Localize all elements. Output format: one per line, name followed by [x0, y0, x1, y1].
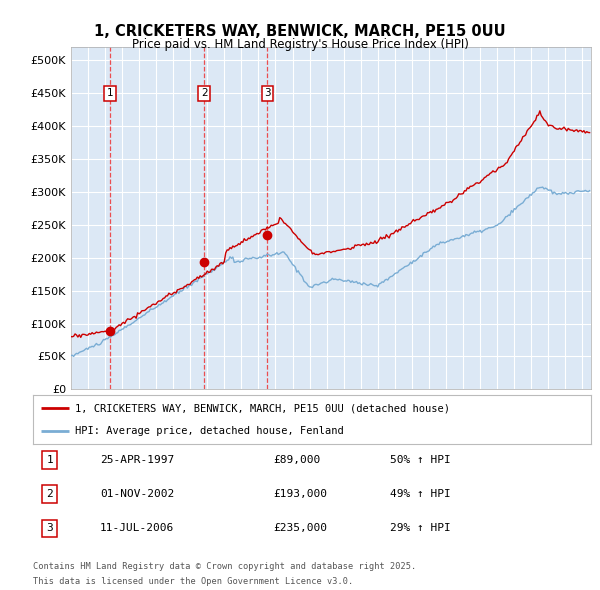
Text: This data is licensed under the Open Government Licence v3.0.: This data is licensed under the Open Gov…	[33, 577, 353, 586]
Text: 1: 1	[107, 88, 113, 99]
Text: 01-NOV-2002: 01-NOV-2002	[100, 489, 174, 499]
Text: 3: 3	[264, 88, 271, 99]
Text: 1, CRICKETERS WAY, BENWICK, MARCH, PE15 0UU (detached house): 1, CRICKETERS WAY, BENWICK, MARCH, PE15 …	[75, 404, 450, 414]
Text: £89,000: £89,000	[273, 455, 320, 466]
Text: 1, CRICKETERS WAY, BENWICK, MARCH, PE15 0UU: 1, CRICKETERS WAY, BENWICK, MARCH, PE15 …	[94, 24, 506, 38]
Text: 1: 1	[46, 455, 53, 466]
Text: 2: 2	[201, 88, 208, 99]
Text: 25-APR-1997: 25-APR-1997	[100, 455, 174, 466]
Text: 11-JUL-2006: 11-JUL-2006	[100, 523, 174, 533]
Text: 49% ↑ HPI: 49% ↑ HPI	[390, 489, 451, 499]
Text: Contains HM Land Registry data © Crown copyright and database right 2025.: Contains HM Land Registry data © Crown c…	[33, 562, 416, 571]
Text: 29% ↑ HPI: 29% ↑ HPI	[390, 523, 451, 533]
Text: £235,000: £235,000	[273, 523, 327, 533]
Text: 50% ↑ HPI: 50% ↑ HPI	[390, 455, 451, 466]
Text: 3: 3	[46, 523, 53, 533]
Text: Price paid vs. HM Land Registry's House Price Index (HPI): Price paid vs. HM Land Registry's House …	[131, 38, 469, 51]
Text: £193,000: £193,000	[273, 489, 327, 499]
Text: 2: 2	[46, 489, 53, 499]
Text: HPI: Average price, detached house, Fenland: HPI: Average price, detached house, Fenl…	[75, 425, 344, 435]
